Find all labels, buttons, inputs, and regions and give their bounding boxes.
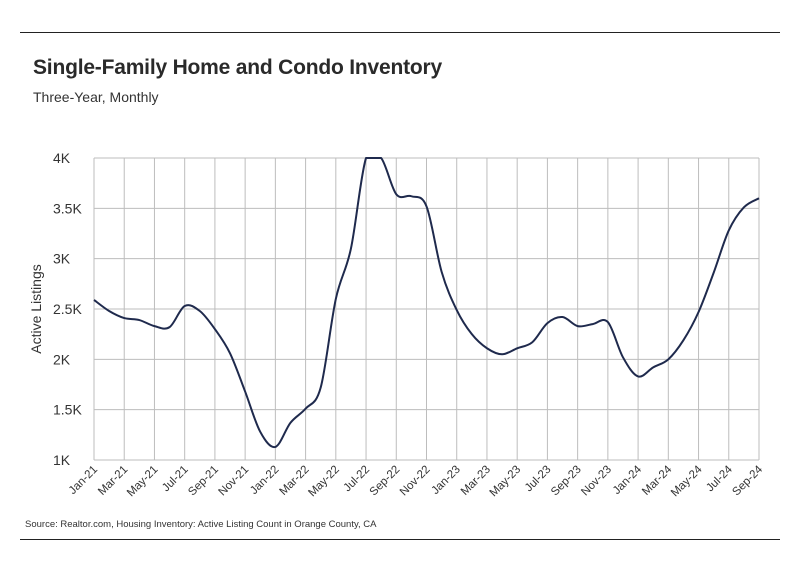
y-axis-label: Active Listings	[28, 264, 44, 353]
grid	[93, 157, 760, 461]
x-tick-label: Jan-23	[429, 464, 462, 497]
x-tick-label: May-21	[125, 464, 161, 500]
x-tick-label: Nov-21	[217, 464, 252, 499]
x-tick-label: Nov-22	[398, 464, 433, 499]
x-tick-label: Sep-22	[368, 464, 403, 499]
x-tick-label: Nov-23	[579, 464, 614, 499]
y-tick-label: 3K	[53, 251, 71, 267]
x-tick-label: May-24	[669, 463, 705, 499]
series-line	[93, 157, 760, 449]
x-tick-label: Jan-21	[67, 464, 100, 497]
x-tick-label: Sep-24	[730, 463, 765, 498]
bottom-rule	[20, 539, 780, 540]
y-tick-label: 1K	[53, 452, 71, 468]
chart-title: Single-Family Home and Condo Inventory	[33, 56, 442, 79]
x-tick-label: May-22	[306, 464, 342, 500]
x-tick-label: Jan-22	[248, 464, 281, 497]
y-tick-label: 1.5K	[53, 402, 82, 418]
x-tick-label: May-23	[488, 464, 524, 500]
top-rule	[20, 32, 780, 33]
y-tick-label: 3.5K	[53, 200, 82, 216]
x-tick-label: Mar-21	[96, 464, 130, 498]
x-tick-label: Sep-23	[549, 464, 584, 499]
chart-subtitle: Three-Year, Monthly	[33, 89, 159, 105]
y-tick-label: 2K	[53, 351, 71, 367]
y-tick-label: 4K	[53, 150, 71, 166]
x-tick-label: Mar-22	[277, 464, 311, 498]
x-tick-label: Mar-23	[459, 464, 493, 498]
source-note: Source: Realtor.com, Housing Inventory: …	[25, 519, 377, 530]
y-tick-label: 2.5K	[53, 301, 82, 317]
x-tick-label: Sep-21	[186, 464, 221, 499]
y-axis-ticks: 1K 1.5K 2K 2.5K 3K 3.5K 4K	[53, 150, 82, 468]
x-tick-label: Jan-24	[611, 463, 645, 497]
